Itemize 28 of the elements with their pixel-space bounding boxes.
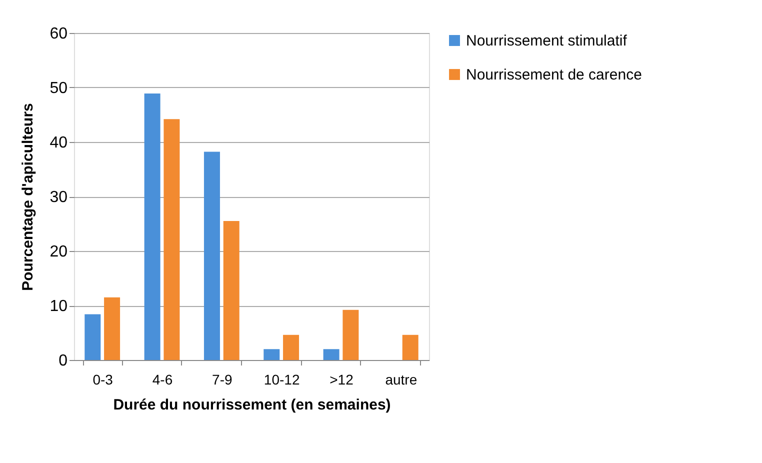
bar bbox=[402, 334, 418, 360]
bar bbox=[264, 349, 280, 360]
legend-label: Nourrissement de carence bbox=[466, 66, 642, 84]
bar bbox=[144, 93, 160, 360]
x-tick-label: 4-6 bbox=[152, 372, 173, 388]
x-tick-label: >12 bbox=[330, 372, 354, 388]
bar bbox=[323, 349, 340, 360]
y-tick-label: 10 bbox=[50, 298, 68, 315]
bar bbox=[283, 334, 300, 360]
x-axis-title: Durée du nourrissement (en semaines) bbox=[113, 396, 391, 414]
x-tick-label: 7-9 bbox=[212, 372, 232, 388]
x-tick-label: autre bbox=[385, 372, 418, 388]
bar bbox=[164, 119, 180, 360]
bar bbox=[342, 310, 359, 360]
x-tick-label: 10-12 bbox=[264, 372, 300, 388]
legend-label: Nourrissement stimulatif bbox=[466, 32, 628, 50]
y-tick-label: 40 bbox=[50, 134, 68, 152]
y-tick-label: 50 bbox=[50, 80, 68, 97]
x-tick-label: 0-3 bbox=[92, 372, 114, 388]
bar bbox=[84, 314, 101, 360]
y-tick-label: 30 bbox=[50, 189, 68, 206]
bar bbox=[104, 297, 120, 360]
bar bbox=[204, 152, 220, 360]
y-tick-label: 0 bbox=[58, 352, 68, 370]
bar bbox=[223, 221, 240, 360]
y-tick-label: 20 bbox=[50, 244, 68, 260]
y-tick-label: 60 bbox=[50, 26, 68, 42]
y-axis-title: Pourcentage d'apiculteurs bbox=[20, 103, 37, 291]
